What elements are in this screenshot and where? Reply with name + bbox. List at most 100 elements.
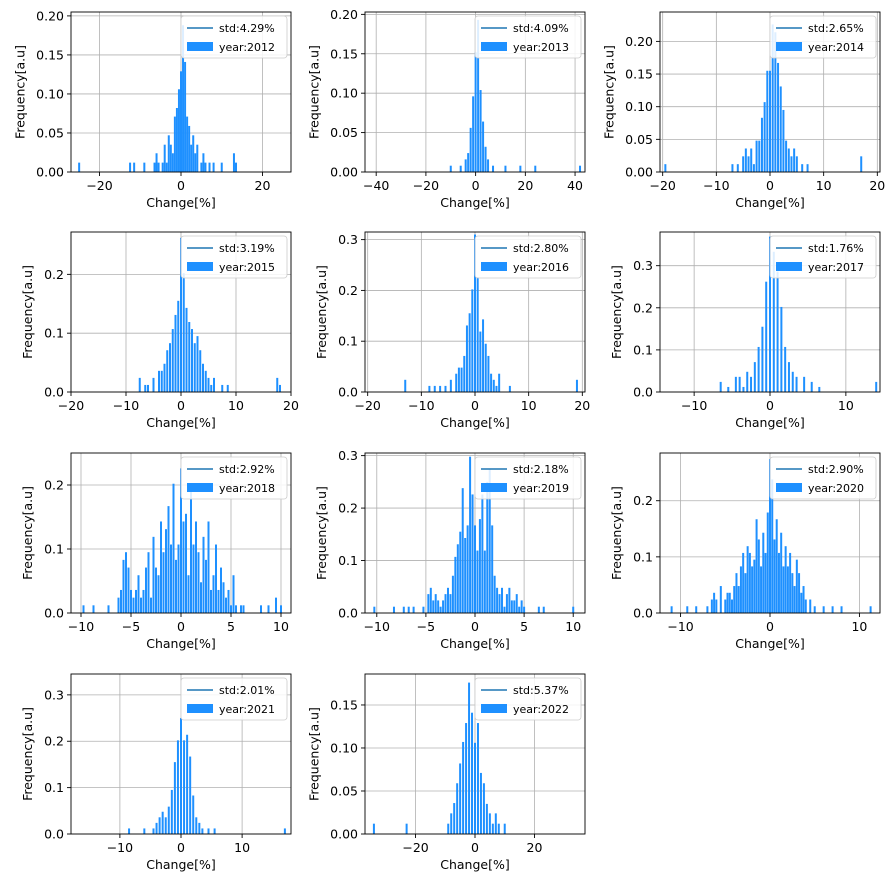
y-tick-label: 0.1 <box>633 549 653 564</box>
histogram-bar <box>798 573 801 613</box>
histogram-bar <box>176 740 179 834</box>
histogram-bar <box>789 552 792 613</box>
histogram-bar <box>488 813 491 834</box>
histogram-bar <box>464 159 467 172</box>
histogram-bar <box>412 606 415 613</box>
histogram-bar <box>467 153 470 172</box>
histogram-bar <box>780 532 783 613</box>
histogram-bar <box>275 597 277 613</box>
histogram-bar <box>235 162 237 172</box>
histogram-bar <box>760 566 763 613</box>
legend: std:3.19% year:2015 <box>180 235 288 279</box>
legend-std-label: std:5.37% <box>513 684 569 697</box>
histogram-bar <box>143 162 146 172</box>
histogram-bar <box>508 385 511 392</box>
x-tick-label: −10 <box>107 840 133 855</box>
histogram-bar <box>157 162 160 172</box>
histogram-bar <box>471 494 474 613</box>
histogram-bar <box>122 559 125 613</box>
histogram-bar <box>775 519 778 613</box>
y-tick-label: 0.00 <box>330 827 358 842</box>
x-tick-label: −10 <box>667 619 693 634</box>
histogram-bar <box>875 381 878 392</box>
histogram-bar <box>163 144 166 172</box>
histogram-bar <box>200 162 203 172</box>
histogram-bar <box>155 153 158 172</box>
histogram-bar <box>513 600 516 613</box>
histogram-bar <box>761 326 764 392</box>
histogram-bar <box>202 153 205 172</box>
histogram-bar <box>572 606 575 613</box>
x-axis-label: Change[%] <box>440 415 510 430</box>
histogram-bar <box>225 597 227 613</box>
legend-std-label: std:2.80% <box>513 242 569 255</box>
x-tick-label: 40 <box>567 178 583 193</box>
histogram-bar <box>766 70 769 172</box>
histogram-bar <box>456 783 459 834</box>
histogram-bar <box>222 582 225 613</box>
histogram-bar <box>774 32 777 172</box>
histogram-bar <box>795 156 798 172</box>
x-tick-label: 0 <box>177 619 185 634</box>
histogram-bar <box>165 529 167 613</box>
y-tick-label: 0.05 <box>625 132 653 147</box>
histogram-bar <box>806 164 809 172</box>
x-tick-label: 0 <box>766 619 774 634</box>
histogram-bar <box>432 600 435 613</box>
histogram-bar <box>757 346 760 392</box>
y-tick-label: 0.0 <box>338 606 358 621</box>
histogram-bar <box>491 823 494 834</box>
histogram-bar <box>260 605 262 613</box>
histogram-bar <box>766 512 769 613</box>
histogram-bar <box>117 597 120 613</box>
histogram-bar <box>207 521 210 613</box>
subplot-year-2021: −10 0 10 0.0 0.1 0.2 0.3 Change[%] Frequency[a.u… <box>20 673 292 872</box>
legend: std:2.80% year:2016 <box>474 235 582 279</box>
histogram-bar <box>733 586 736 613</box>
y-tick-label: 0.1 <box>44 326 64 341</box>
histogram-bar <box>474 52 477 172</box>
histogram-bar <box>444 385 447 392</box>
subplot-year-2022: −20 0 20 0.00 0.05 0.10 0.15 Change[%] Frequency… <box>307 673 586 872</box>
x-axis-label: Change[%] <box>440 857 510 872</box>
histogram-bar <box>793 586 796 613</box>
y-tick-label: 0.2 <box>338 283 358 298</box>
histogram-bar <box>793 148 796 172</box>
histogram-bar <box>481 494 484 613</box>
y-tick-label: 0.3 <box>338 448 358 463</box>
histogram-bar <box>802 586 805 613</box>
histogram-bar <box>210 384 213 392</box>
y-tick-label: 0.00 <box>625 165 653 180</box>
histogram-bar <box>534 165 537 172</box>
histogram-bar <box>155 567 157 613</box>
histogram-bar <box>575 379 578 392</box>
histogram-bar <box>180 468 182 613</box>
histogram-bar <box>813 606 816 613</box>
histogram-bar <box>180 237 182 392</box>
histogram-bar <box>479 331 482 392</box>
histogram-bar <box>135 589 137 613</box>
histogram-bar <box>484 343 487 392</box>
x-tick-label: 10 <box>228 398 244 413</box>
histogram-bar <box>212 162 215 172</box>
x-tick-label: −20 <box>86 178 112 193</box>
histogram-bar <box>508 587 511 613</box>
legend-year-label: year:2013 <box>513 41 569 54</box>
histogram-bar <box>232 575 235 613</box>
legend-std-label: std:2.90% <box>808 463 864 476</box>
histogram-bar <box>505 594 508 613</box>
histogram-bar <box>220 567 222 613</box>
histogram-bar <box>497 823 500 834</box>
legend-std-label: std:4.09% <box>513 22 569 35</box>
histogram-bar <box>171 329 174 392</box>
histogram-bar <box>173 116 176 172</box>
histogram-bar <box>719 586 722 613</box>
histogram-bar <box>276 377 279 392</box>
subplot-year-2020: −10 0 10 0.0 0.1 0.2 Change[%] Frequency[a.u] st… <box>609 452 881 651</box>
histogram-bar <box>493 575 496 613</box>
histogram-bar <box>197 552 200 613</box>
histogram-bar <box>719 381 722 392</box>
histogram-bar <box>479 90 482 172</box>
histogram-bar <box>195 521 197 613</box>
histogram-bar <box>147 552 150 613</box>
